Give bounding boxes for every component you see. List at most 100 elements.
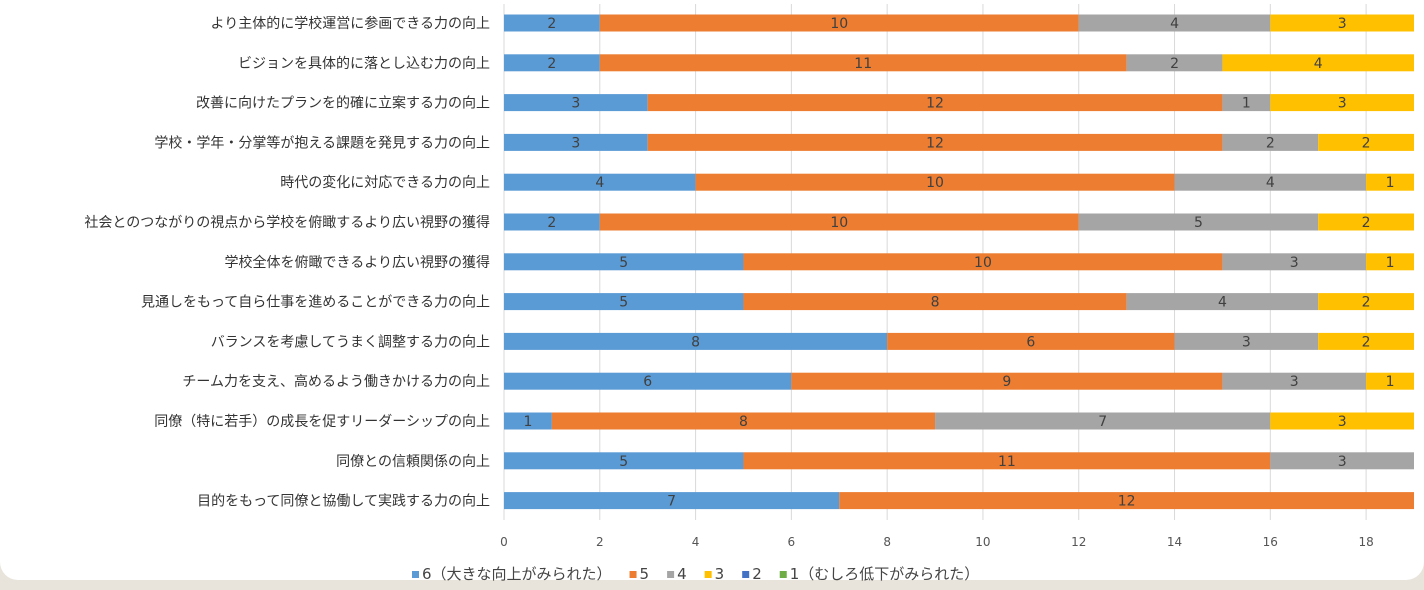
bar-segment [1318,213,1414,231]
bar-segment [504,412,552,430]
bar-segment [504,332,888,350]
bar-segment [551,412,936,430]
data-label: 8 [931,295,940,311]
bar-segment [1318,293,1414,311]
bar-segment [791,372,1223,390]
data-label: 4 [1218,295,1227,311]
data-label: 4 [1266,175,1275,191]
data-label: 2 [1266,135,1275,151]
bar-segment [504,173,696,191]
data-label: 3 [571,135,580,151]
category-label: ビジョンを具体的に落とし込む力の向上 [238,56,490,72]
legend-label: 3 [715,565,725,583]
bar-segment [1366,253,1414,271]
data-label: 1 [1242,96,1251,112]
category-label: 学校・学年・分掌等が抱える課題を発見する力の向上 [154,134,490,151]
bar-segment [1222,372,1367,390]
bar-segment [743,253,1223,271]
data-label: 5 [619,255,628,271]
data-label: 1 [1386,255,1395,271]
bar-segment [1222,54,1414,72]
bar-segment [599,54,1127,72]
bar-segment [1222,253,1367,271]
bar-segment [504,253,744,271]
bar-segment [1270,14,1414,32]
data-label: 5 [619,295,628,311]
data-label: 2 [1362,215,1371,231]
x-tick-label: 4 [692,535,700,549]
legend-label: 5 [640,565,650,583]
data-label: 4 [595,175,604,191]
data-label: 3 [1242,334,1251,350]
legend-swatch [779,571,787,578]
bar-segment [1366,372,1414,390]
bar-segment [504,372,792,390]
bar-segment [504,213,600,231]
bar-segment [839,492,1414,510]
x-tick-label: 18 [1358,535,1373,549]
bar-segment [1126,54,1223,72]
category-label: 改善に向けたプランを的確に立案する力の向上 [196,95,490,112]
bar-segment [504,14,600,32]
bar-segment [504,133,648,151]
bar-segment [647,94,1223,112]
category-label: チーム力を支え、高めるよう働きかける力の向上 [182,373,490,390]
bar-segment [1318,332,1414,350]
category-label: 時代の変化に対応できる力の向上 [280,174,490,191]
data-labels: 2 10 4 32 11 2 43 12 1 33 12 2 24 10 4 12 10 5 25 10 3 15 8 4 28… [523,16,1394,510]
x-tick-label: 2 [596,535,604,549]
bar-segment [1270,452,1414,470]
data-label: 3 [1338,16,1347,32]
legend-swatch [629,571,637,578]
category-label: より主体的に学校運営に参画できる力の向上 [211,15,490,32]
data-label: 1 [1386,175,1395,191]
category-label: 見通しをもって自ら仕事を進めることができる力の向上 [141,295,490,311]
category-label: 社会とのつながりの視点から学校を俯瞰するより広い視野の獲得 [84,214,490,231]
data-label: 2 [1362,135,1371,151]
bar-segment [887,332,1175,350]
data-label: 3 [571,96,580,112]
x-axis-ticks: 0 2 4 6 8 10 12 14 16 18 [500,535,1374,549]
data-label: 2 [1170,56,1179,72]
bar-segment [1078,213,1319,231]
legend-swatch [667,571,675,578]
data-label: 6 [643,374,652,390]
bar-segment [1318,133,1414,151]
legend-label: 2 [752,565,762,583]
bar-segment [647,133,1223,151]
category-label: 学校全体を俯瞰できるより広い視野の獲得 [225,254,490,271]
data-label: 3 [1338,454,1347,470]
bar-segment [504,54,600,72]
data-label: 6 [1026,334,1035,350]
legend-label: 4 [677,565,687,583]
data-label: 11 [854,56,872,72]
x-tick-label: 10 [975,535,990,549]
bar-segment [743,452,1271,470]
data-label: 8 [739,414,748,430]
legend-label: 1（むしろ低下がみられた） [790,565,980,583]
data-label: 2 [1362,295,1371,311]
data-label: 9 [1002,374,1011,390]
data-label: 10 [974,255,992,271]
x-tick-label: 14 [1167,535,1182,549]
data-label: 10 [926,175,944,191]
data-label: 3 [1338,414,1347,430]
bar-segment [504,94,648,112]
data-label: 5 [619,454,628,470]
data-label: 5 [1194,215,1203,231]
data-label: 2 [1362,334,1371,350]
data-label: 3 [1338,96,1347,112]
legend: 6（大きな向上がみられた） 5 4 3 2 1（むしろ低下がみられた） [412,565,979,583]
data-label: 10 [830,16,848,32]
data-label: 11 [998,454,1016,470]
data-label: 2 [547,215,556,231]
bar-segment [1078,14,1271,32]
bar-segment [1174,332,1319,350]
bars [504,14,1414,510]
category-label: 同僚との信頼関係の向上 [336,454,490,470]
legend-swatch [412,571,419,578]
x-tick-label: 6 [788,535,796,549]
legend-swatch [704,571,712,578]
bar-segment [1222,133,1319,151]
data-label: 7 [667,494,676,510]
